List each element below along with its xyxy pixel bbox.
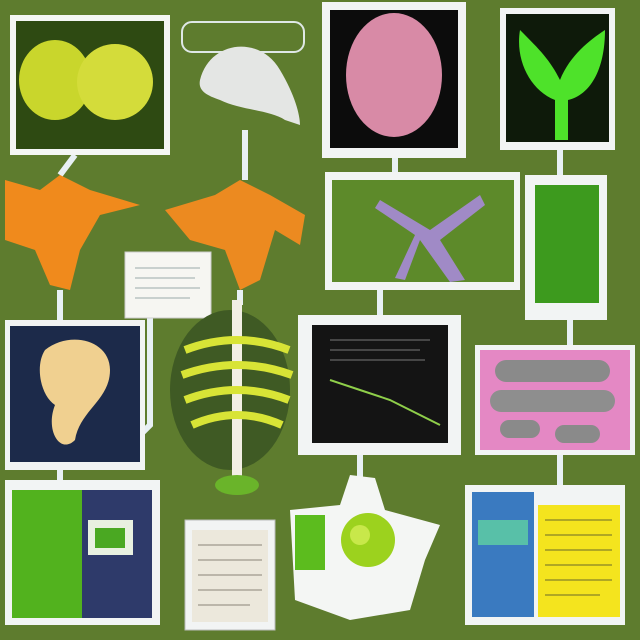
bar-shape: [555, 425, 600, 443]
screen-block: [478, 520, 528, 545]
screen: [312, 325, 448, 443]
organ: [199, 46, 300, 125]
screen: [472, 492, 534, 617]
shape-accent: [295, 515, 325, 570]
blob: [39, 339, 110, 445]
bar-shape: [495, 360, 610, 382]
base: [215, 475, 259, 495]
bar-shape: [500, 420, 540, 438]
blob: [77, 44, 153, 120]
trend: [329, 379, 441, 426]
spine: [232, 300, 242, 490]
rib: [183, 336, 291, 354]
rib: [180, 361, 294, 379]
text-lines: [135, 267, 200, 299]
photo: [535, 185, 599, 303]
text-lines: [330, 339, 430, 361]
connector: [57, 153, 78, 177]
tree: [519, 30, 605, 140]
document: [124, 251, 212, 319]
photo: [12, 490, 82, 618]
page: [192, 530, 268, 622]
document: [538, 505, 620, 617]
sphere: [346, 13, 442, 137]
ribs: [180, 336, 294, 429]
blob: [19, 40, 91, 120]
text-lines: [545, 519, 612, 596]
orange-shape: [5, 175, 140, 290]
card-image: [95, 528, 125, 548]
text-lines: [198, 544, 262, 606]
rib: [183, 386, 291, 404]
rib: [190, 411, 284, 429]
circle-highlight: [350, 525, 370, 545]
orange-shape: [165, 180, 305, 290]
bar-shape: [490, 390, 615, 412]
branch: [375, 195, 485, 282]
